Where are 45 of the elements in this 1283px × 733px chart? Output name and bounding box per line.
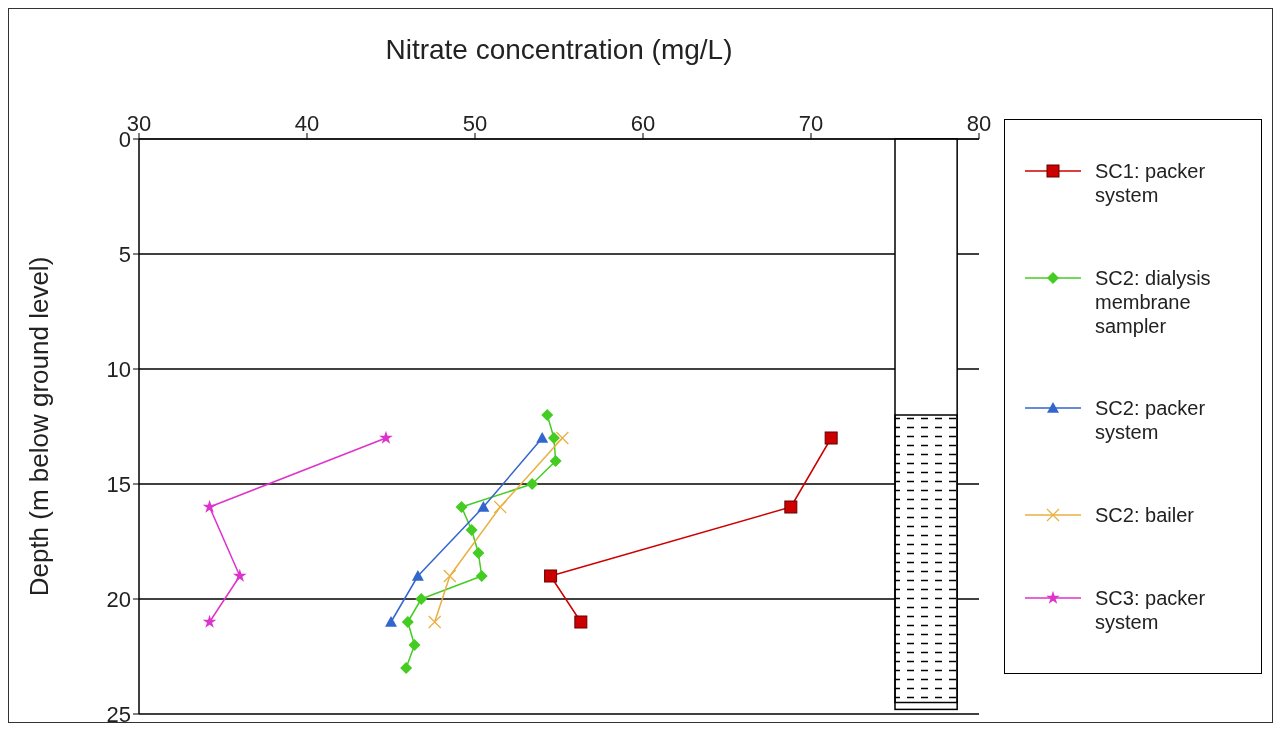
y-axis-title: Depth (m below ground level) xyxy=(24,256,55,597)
point xyxy=(555,431,569,445)
point xyxy=(541,409,554,421)
point xyxy=(549,455,562,467)
point xyxy=(428,615,442,629)
x-tick-label: 80 xyxy=(966,111,992,136)
point xyxy=(400,662,413,674)
y-tick-label: 15 xyxy=(106,471,131,497)
legend-label: SC1: packer system xyxy=(1095,159,1207,208)
point xyxy=(401,616,414,628)
point xyxy=(574,615,588,629)
point xyxy=(544,569,558,583)
x-tick-label: 50 xyxy=(462,111,488,136)
point xyxy=(493,500,507,514)
x-axis-title: Nitrate concentration (mg/L) xyxy=(385,33,733,65)
x-tick-label: 60 xyxy=(630,111,656,136)
point xyxy=(411,570,424,581)
point xyxy=(232,568,247,582)
point xyxy=(455,501,468,513)
y-tick-label: 10 xyxy=(106,356,131,382)
x-tick-label: 70 xyxy=(798,111,824,136)
point xyxy=(784,500,798,514)
point xyxy=(536,432,549,443)
point xyxy=(379,430,393,444)
y-tick-label: 25 xyxy=(106,701,131,727)
legend-label: SC3: packer system xyxy=(1095,585,1207,634)
point xyxy=(475,570,488,582)
y-tick-label: 5 xyxy=(118,241,131,267)
point xyxy=(408,639,421,651)
y-tick-label: 20 xyxy=(106,586,131,612)
point xyxy=(526,478,539,490)
point xyxy=(415,593,428,605)
point xyxy=(472,547,485,559)
point xyxy=(547,432,560,444)
legend-label: SC2: dialysis membrane sampler xyxy=(1095,265,1212,338)
point xyxy=(443,569,457,583)
point xyxy=(202,614,217,628)
legend-label: SC2: packer system xyxy=(1095,396,1207,445)
point xyxy=(385,616,397,627)
point xyxy=(477,501,490,512)
point xyxy=(465,524,478,536)
point xyxy=(824,431,838,445)
point xyxy=(202,499,217,513)
x-tick-label: 40 xyxy=(294,111,320,136)
legend-label: SC2: bailer xyxy=(1095,503,1195,528)
